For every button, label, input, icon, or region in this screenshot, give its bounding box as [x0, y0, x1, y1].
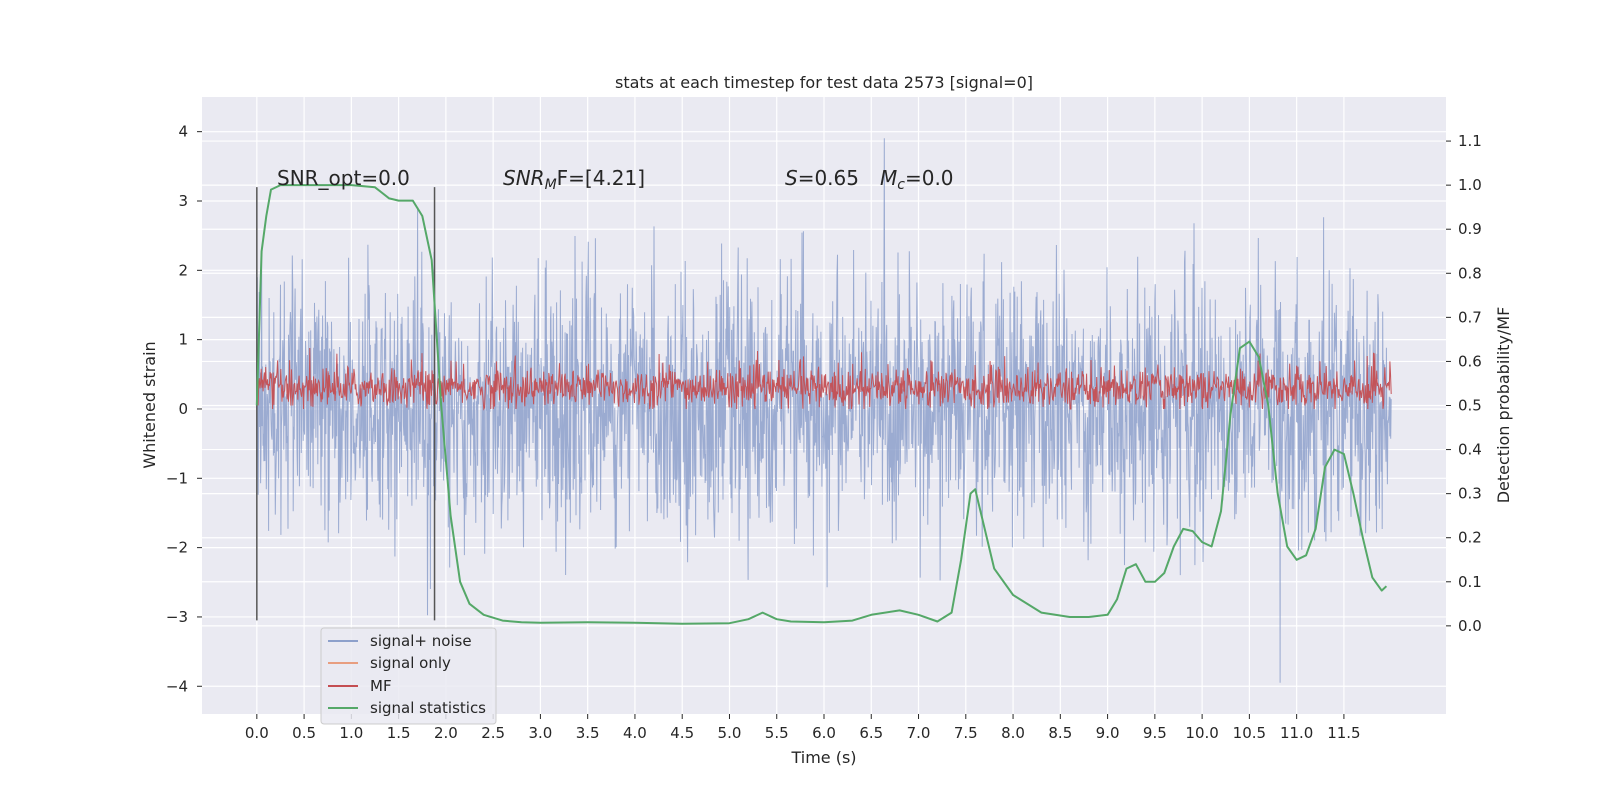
- annotation-mc: Mc=0.0: [880, 166, 954, 193]
- x-tick-label: 7.5: [954, 724, 978, 742]
- x-tick-label: 0.0: [245, 724, 269, 742]
- y-right-ticks: 1.1 1.0 0.9 0.8 0.7 0.6 0.5 0.4 0.3 0.2 0.1 0.0: [1446, 132, 1482, 635]
- annotation-s: S=0.65: [785, 166, 859, 190]
- annotation-snr-opt: SNR_opt=0.0: [277, 166, 410, 190]
- x-tick-label: 6.0: [812, 724, 836, 742]
- x-axis-label: Time (s): [790, 748, 856, 767]
- annotation-mc-sub: c: [897, 177, 905, 193]
- y-left-tick-label: 0: [178, 400, 188, 418]
- y-left-tick-label: −2: [166, 539, 188, 557]
- annotation-snr-mf-main: SNR: [503, 166, 545, 190]
- x-tick-label: 3.0: [528, 724, 552, 742]
- legend-label-mf: MF: [370, 677, 392, 695]
- x-tick-label: 2.0: [434, 724, 458, 742]
- x-tick-label: 11.5: [1327, 724, 1360, 742]
- y-right-tick-label: 0.4: [1458, 441, 1482, 459]
- legend: signal+ noise signal only MF signal stat…: [320, 627, 497, 725]
- y-left-tick-label: −4: [166, 677, 188, 695]
- series-signal-noise: [256, 138, 1392, 683]
- y-left-tick-label: −1: [166, 469, 188, 487]
- x-tick-label: 11.0: [1280, 724, 1313, 742]
- y-right-axis-label: Detection probability/MF: [1494, 307, 1513, 504]
- legend-label-signal-only: signal only: [370, 654, 451, 672]
- x-ticks: 0.0 0.5 1.0 1.5 2.0 2.5 3.0 3.5 4.0 4.5 5.0 5.5 6.0 6…: [245, 714, 1361, 742]
- x-tick-label: 4.0: [623, 724, 647, 742]
- x-tick-label: 7.0: [907, 724, 931, 742]
- series-line-mf: [256, 347, 1392, 411]
- y-left-tick-label: −3: [166, 608, 188, 626]
- x-tick-label: 10.0: [1185, 724, 1218, 742]
- y-right-tick-label: 1.1: [1458, 132, 1482, 150]
- series-line-signal-noise: [256, 138, 1392, 683]
- annotation-mc-main: M: [880, 166, 897, 190]
- x-tick-label: 1.5: [387, 724, 411, 742]
- y-right-tick-label: 0.0: [1458, 617, 1482, 635]
- annotation-s-rest: =0.65: [798, 166, 859, 190]
- y-right-tick-label: 1.0: [1458, 176, 1482, 194]
- series-signal-statistics: [255, 184, 1388, 625]
- annotation-snr-mf-rest: F=[4.21]: [557, 166, 645, 190]
- series-line-signal-statistics: [255, 184, 1388, 625]
- y-left-axis-label: Whitened strain: [140, 341, 159, 468]
- y-left-tick-label: 2: [178, 261, 188, 279]
- y-right-tick-label: 0.7: [1458, 308, 1482, 326]
- x-tick-label: 1.0: [339, 724, 363, 742]
- x-tick-label: 5.0: [718, 724, 742, 742]
- y-left-tick-label: 1: [178, 331, 188, 349]
- series-mf: [256, 347, 1392, 411]
- x-tick-label: 10.5: [1233, 724, 1266, 742]
- chart-title: stats at each timestep for test data 257…: [615, 73, 1033, 92]
- annotation-snr-mf: SNRMF=[4.21]: [503, 166, 645, 193]
- legend-label-signal-noise: signal+ noise: [370, 632, 472, 650]
- y-left-ticks: 4 3 2 1 0 −1 −2 −3 −4: [166, 123, 202, 695]
- y-right-tick-label: 0.9: [1458, 220, 1482, 238]
- legend-box: [320, 627, 497, 725]
- legend-label-signal-statistics: signal statistics: [370, 699, 486, 717]
- y-right-tick-label: 0.5: [1458, 397, 1482, 415]
- y-right-tick-label: 0.2: [1458, 529, 1482, 547]
- x-tick-label: 8.0: [1001, 724, 1025, 742]
- y-right-tick-label: 0.3: [1458, 485, 1482, 503]
- x-tick-label: 3.5: [576, 724, 600, 742]
- y-left-tick-label: 4: [178, 123, 188, 141]
- x-tick-label: 4.5: [670, 724, 694, 742]
- annotation-mc-rest: =0.0: [905, 166, 954, 190]
- x-tick-label: 5.5: [765, 724, 789, 742]
- x-tick-label: 6.5: [859, 724, 883, 742]
- x-tick-label: 9.0: [1096, 724, 1120, 742]
- x-tick-label: 9.5: [1143, 724, 1167, 742]
- x-tick-label: 8.5: [1048, 724, 1072, 742]
- y-right-tick-label: 0.6: [1458, 352, 1482, 370]
- x-tick-label: 0.5: [292, 724, 316, 742]
- y-left-tick-label: 3: [178, 192, 188, 210]
- annotation-s-main: S: [785, 166, 798, 190]
- y-right-tick-label: 0.8: [1458, 264, 1482, 282]
- y-right-tick-label: 0.1: [1458, 573, 1482, 591]
- x-tick-label: 2.5: [481, 724, 505, 742]
- annotation-snr-mf-sub: M: [545, 177, 557, 193]
